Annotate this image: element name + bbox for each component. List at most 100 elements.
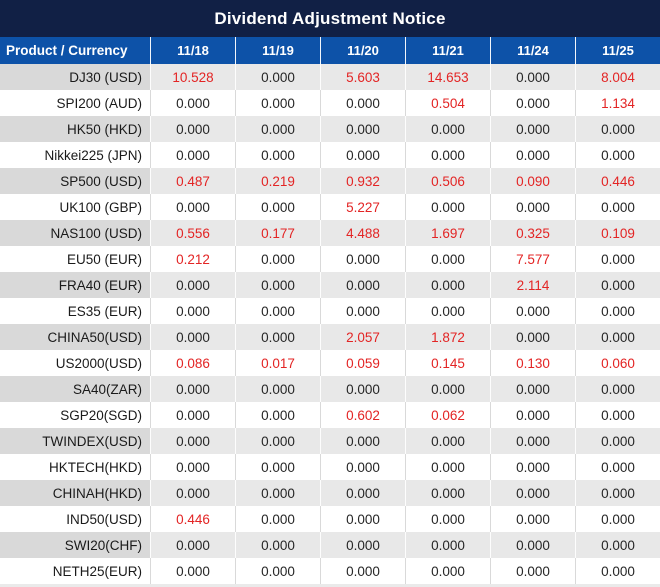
value-cell: 0.000 — [405, 246, 490, 272]
value-cell: 0.000 — [150, 480, 235, 506]
value-cell: 0.000 — [405, 480, 490, 506]
table-body: DJ30 (USD) 10.528 0.000 5.603 14.653 0.000 8.… — [0, 64, 660, 584]
product-cell: SPI200 (AUD) — [0, 90, 150, 116]
value-cell: 0.212 — [150, 246, 235, 272]
value-cell: 0.000 — [575, 116, 660, 142]
value-cell: 0.556 — [150, 220, 235, 246]
table-row: NETH25(EUR) 0.000 0.000 0.000 0.000 0.000 0.0… — [0, 558, 660, 584]
value-cell: 0.000 — [575, 480, 660, 506]
value-cell: 0.000 — [150, 194, 235, 220]
value-cell: 0.000 — [150, 272, 235, 298]
value-cell: 0.000 — [150, 428, 235, 454]
page-title: Dividend Adjustment Notice — [214, 8, 446, 28]
value-cell: 0.000 — [150, 532, 235, 558]
value-cell: 0.000 — [490, 532, 575, 558]
table-row: SP500 (USD) 0.487 0.219 0.932 0.506 0.090 0.4… — [0, 168, 660, 194]
column-header-product-currency: Product / Currency — [6, 43, 128, 58]
value-cell: 0.145 — [405, 350, 490, 376]
value-cell: 0.000 — [320, 506, 405, 532]
value-cell: 0.000 — [575, 142, 660, 168]
value-cell: 0.000 — [490, 506, 575, 532]
value-cell: 0.059 — [320, 350, 405, 376]
product-cell: SA40(ZAR) — [0, 376, 150, 402]
column-header-date: 11/18 — [150, 37, 235, 64]
column-header-date: 11/20 — [320, 37, 405, 64]
table-row: SGP20(SGD) 0.000 0.000 0.602 0.062 0.000 0.00… — [0, 402, 660, 428]
column-header-date: 11/21 — [405, 37, 490, 64]
value-cell: 2.114 — [490, 272, 575, 298]
table-row: HKTECH(HKD) 0.000 0.000 0.000 0.000 0.000 0.0… — [0, 454, 660, 480]
value-cell: 0.000 — [405, 428, 490, 454]
value-cell: 0.000 — [575, 376, 660, 402]
value-cell: 0.062 — [405, 402, 490, 428]
value-cell: 0.000 — [405, 376, 490, 402]
table-row: FRA40 (EUR) 0.000 0.000 0.000 0.000 2.114 0.0… — [0, 272, 660, 298]
product-cell: SGP20(SGD) — [0, 402, 150, 428]
value-cell: 0.932 — [320, 168, 405, 194]
value-cell: 0.000 — [490, 142, 575, 168]
value-cell: 0.446 — [575, 168, 660, 194]
value-cell: 0.000 — [320, 428, 405, 454]
value-cell: 10.528 — [150, 64, 235, 90]
product-cell: SWI20(CHF) — [0, 532, 150, 558]
value-cell: 0.602 — [320, 402, 405, 428]
value-cell: 0.000 — [575, 324, 660, 350]
value-cell: 0.000 — [320, 376, 405, 402]
value-cell: 0.000 — [575, 506, 660, 532]
value-cell: 0.000 — [150, 142, 235, 168]
value-cell: 0.000 — [490, 194, 575, 220]
value-cell: 2.057 — [320, 324, 405, 350]
table-row: TWINDEX(USD) 0.000 0.000 0.000 0.000 0.000 0.… — [0, 428, 660, 454]
value-cell: 0.000 — [150, 298, 235, 324]
product-cell: NAS100 (USD) — [0, 220, 150, 246]
value-cell: 0.000 — [490, 454, 575, 480]
value-cell: 0.487 — [150, 168, 235, 194]
value-cell: 14.653 — [405, 64, 490, 90]
value-cell: 0.506 — [405, 168, 490, 194]
value-cell: 0.000 — [150, 402, 235, 428]
value-cell: 0.000 — [235, 428, 320, 454]
value-cell: 0.000 — [235, 480, 320, 506]
product-cell: CHINA50(USD) — [0, 324, 150, 350]
value-cell: 0.000 — [320, 90, 405, 116]
value-cell: 0.000 — [235, 64, 320, 90]
product-cell: US2000(USD) — [0, 350, 150, 376]
value-cell: 0.504 — [405, 90, 490, 116]
value-cell: 0.000 — [575, 246, 660, 272]
value-cell: 0.017 — [235, 350, 320, 376]
value-cell: 0.000 — [575, 428, 660, 454]
value-cell: 0.086 — [150, 350, 235, 376]
column-header-date: 11/25 — [575, 37, 660, 64]
product-cell: FRA40 (EUR) — [0, 272, 150, 298]
product-cell: NETH25(EUR) — [0, 558, 150, 584]
value-cell: 0.000 — [235, 402, 320, 428]
value-cell: 0.000 — [405, 142, 490, 168]
value-cell: 7.577 — [490, 246, 575, 272]
value-cell: 0.000 — [405, 558, 490, 584]
value-cell: 0.000 — [320, 142, 405, 168]
value-cell: 0.000 — [150, 376, 235, 402]
product-cell: CHINAH(HKD) — [0, 480, 150, 506]
table-row: SA40(ZAR) 0.000 0.000 0.000 0.000 0.000 0.000 — [0, 376, 660, 402]
table-row: CHINAH(HKD) 0.000 0.000 0.000 0.000 0.000 0.0… — [0, 480, 660, 506]
value-cell: 0.000 — [320, 480, 405, 506]
table-row: UK100 (GBP) 0.000 0.000 5.227 0.000 0.000 0.0… — [0, 194, 660, 220]
value-cell: 0.325 — [490, 220, 575, 246]
product-cell: HK50 (HKD) — [0, 116, 150, 142]
product-cell: Nikkei225 (JPN) — [0, 142, 150, 168]
value-cell: 1.872 — [405, 324, 490, 350]
table-row: SPI200 (AUD) 0.000 0.000 0.000 0.504 0.000 1.… — [0, 90, 660, 116]
table-row: HK50 (HKD) 0.000 0.000 0.000 0.000 0.000 0.00… — [0, 116, 660, 142]
value-cell: 0.000 — [405, 532, 490, 558]
value-cell: 0.000 — [150, 324, 235, 350]
value-cell: 0.000 — [490, 376, 575, 402]
value-cell: 1.134 — [575, 90, 660, 116]
product-cell: UK100 (GBP) — [0, 194, 150, 220]
value-cell: 0.000 — [235, 90, 320, 116]
value-cell: 0.000 — [235, 246, 320, 272]
value-cell: 0.000 — [575, 532, 660, 558]
value-cell: 0.000 — [235, 324, 320, 350]
value-cell: 0.000 — [490, 558, 575, 584]
value-cell: 0.109 — [575, 220, 660, 246]
